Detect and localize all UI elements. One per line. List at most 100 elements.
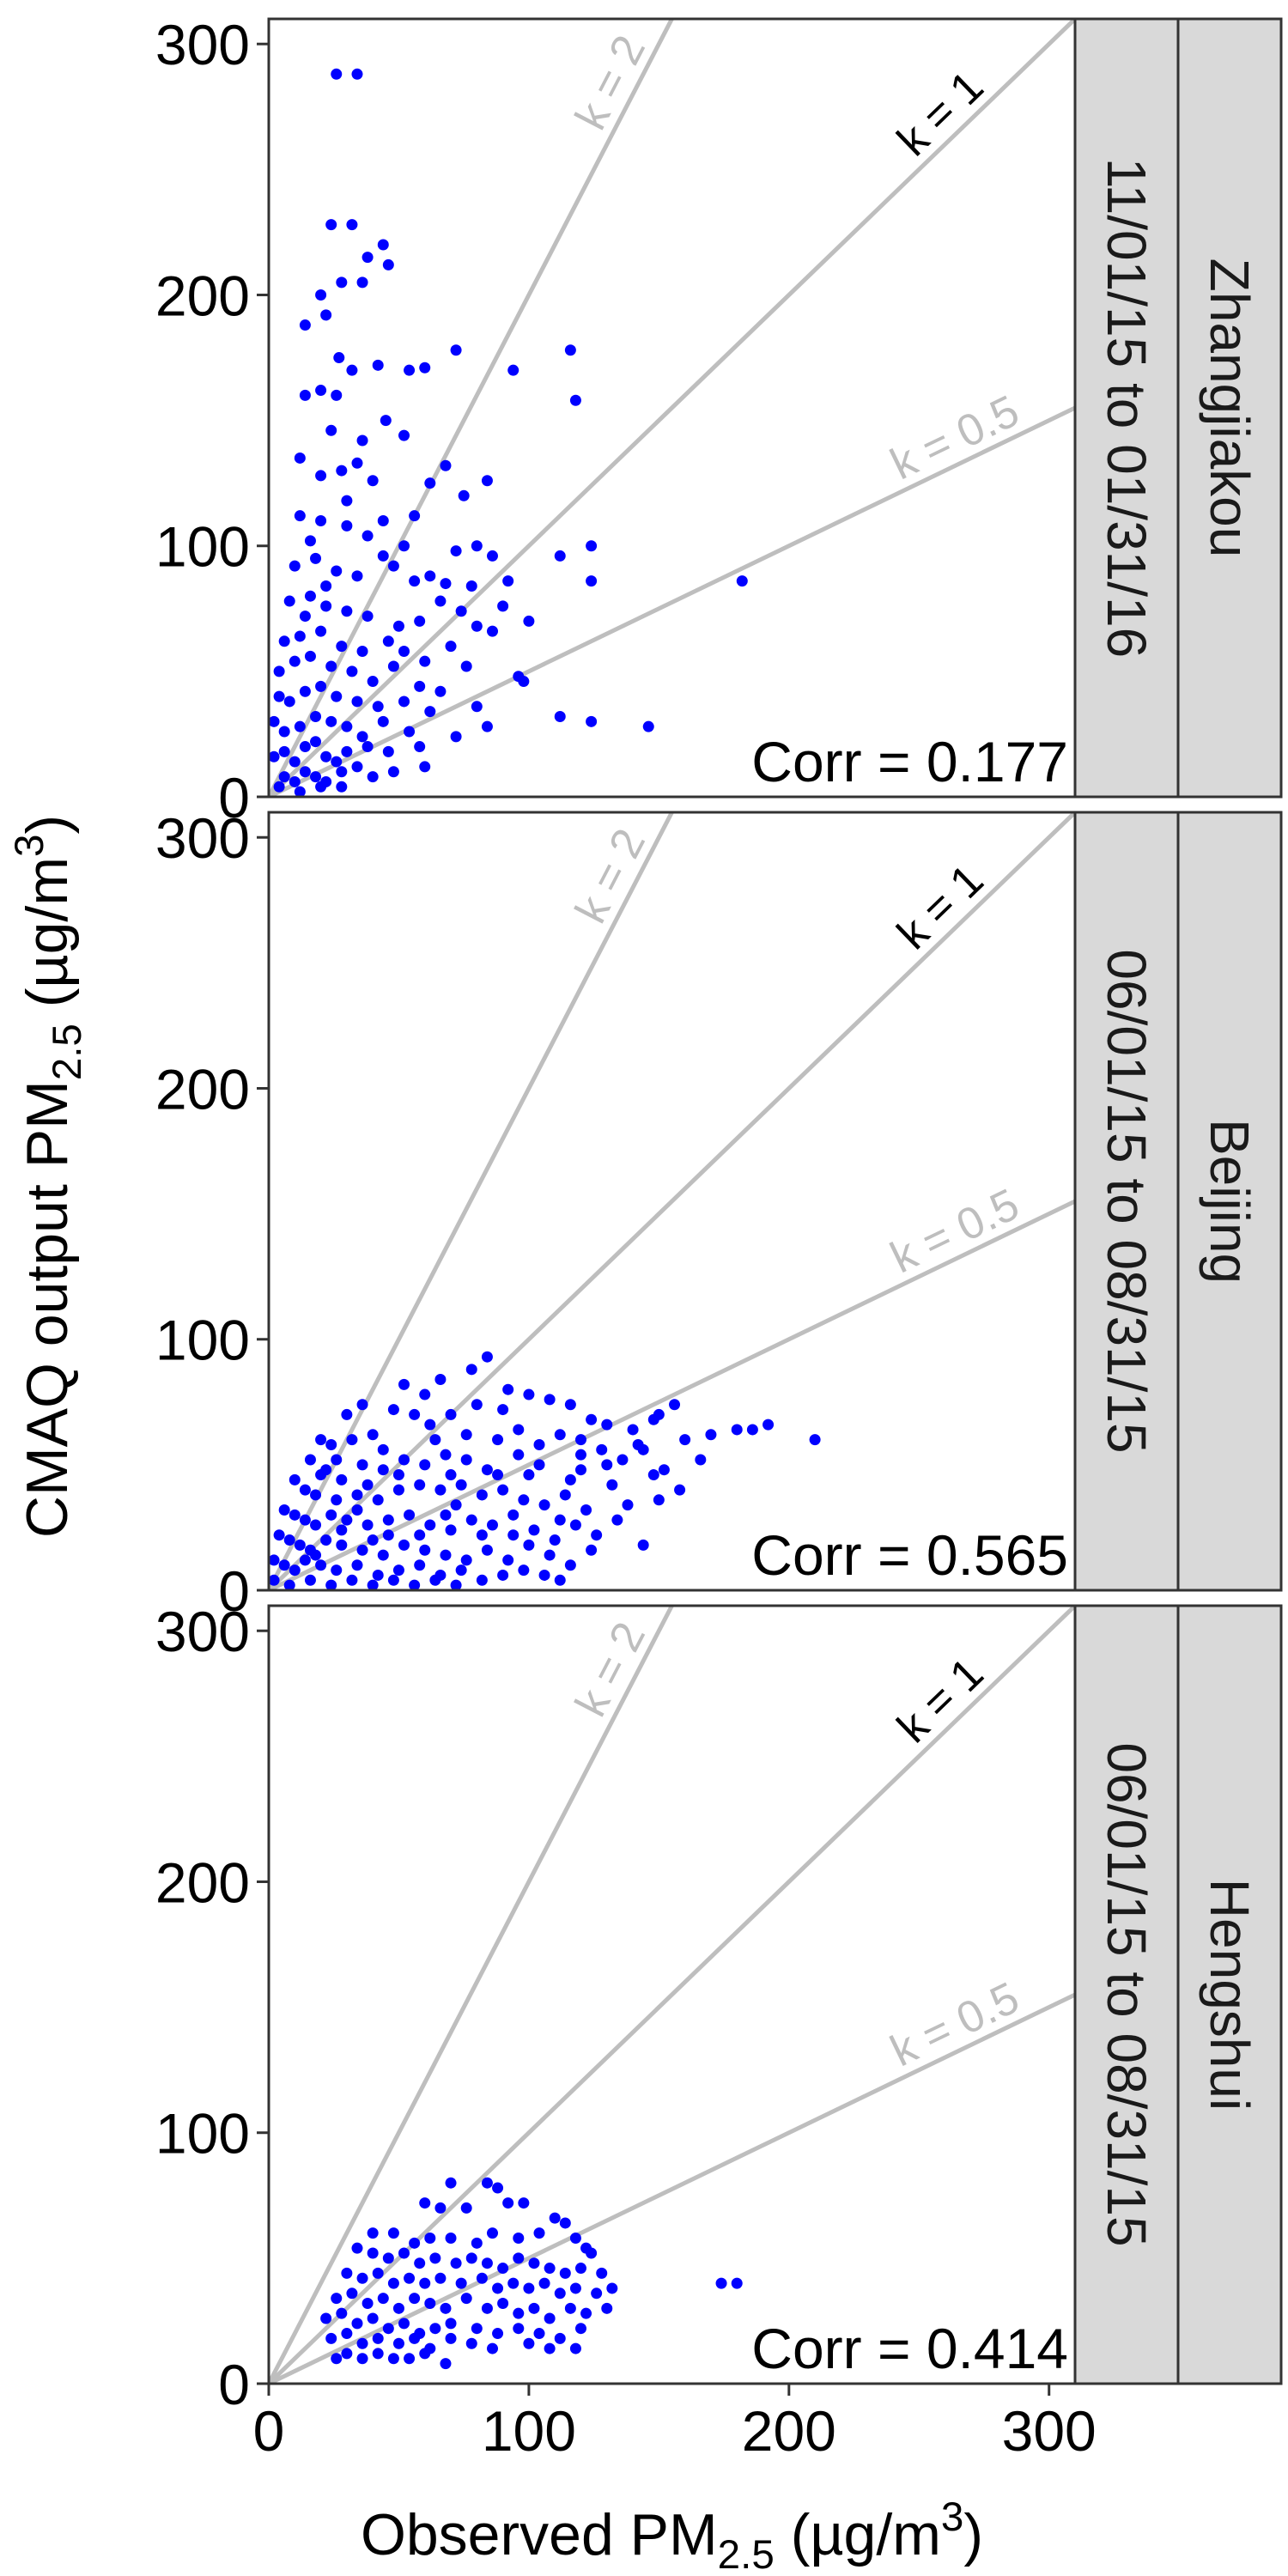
data-point	[502, 1554, 514, 1566]
data-point	[419, 761, 431, 773]
data-point	[424, 1519, 436, 1531]
data-point	[356, 2337, 368, 2349]
data-point	[351, 457, 363, 469]
y-tick-label: 300	[155, 1600, 250, 1663]
data-point	[533, 2227, 545, 2239]
data-point	[538, 2277, 550, 2289]
data-point	[538, 1569, 550, 1581]
data-point	[392, 1484, 404, 1496]
y-axis-label: CMAQ output PM2.5 (µg/m3)	[7, 815, 90, 1538]
data-point	[361, 530, 374, 542]
data-point	[481, 720, 493, 732]
data-point	[518, 676, 530, 688]
data-point	[419, 2197, 431, 2209]
data-point	[434, 1484, 447, 1496]
data-point	[331, 565, 343, 577]
data-point	[269, 750, 280, 762]
data-point	[409, 2237, 421, 2249]
data-point	[419, 2277, 431, 2289]
data-point	[574, 2263, 586, 2275]
data-point	[414, 1529, 426, 1541]
data-point	[398, 2247, 410, 2259]
data-point	[523, 2282, 535, 2294]
data-point	[486, 625, 498, 637]
data-point	[476, 1574, 488, 1586]
data-point	[450, 545, 462, 557]
data-point	[653, 1494, 665, 1506]
data-point	[554, 1514, 566, 1526]
data-point	[392, 620, 404, 632]
data-point	[574, 2323, 586, 2335]
data-point	[544, 2312, 556, 2324]
data-point	[486, 1519, 498, 1531]
data-point	[502, 2197, 514, 2209]
data-point	[450, 344, 462, 356]
data-point	[507, 1529, 519, 1541]
data-point	[361, 741, 374, 753]
data-point	[731, 2277, 743, 2289]
data-point	[299, 611, 311, 623]
data-point	[382, 745, 394, 757]
data-point	[387, 1574, 399, 1586]
data-point	[564, 1473, 576, 1485]
data-point	[377, 715, 389, 727]
data-point	[523, 1388, 535, 1400]
data-point	[278, 1504, 290, 1516]
data-point	[336, 465, 348, 477]
data-point	[341, 2267, 353, 2279]
data-point	[398, 2318, 410, 2330]
y-tick-label: 100	[155, 515, 250, 579]
data-point	[382, 1514, 394, 1526]
data-point	[492, 1469, 504, 1481]
data-point	[351, 1489, 363, 1501]
data-point	[419, 1459, 431, 1471]
data-point	[518, 1494, 530, 1506]
data-point	[325, 715, 337, 727]
data-point	[294, 630, 306, 642]
strip-city	[1176, 17, 1283, 799]
data-point	[414, 615, 426, 627]
data-point	[523, 2337, 535, 2349]
y-tick-label: 200	[155, 1057, 250, 1121]
data-point	[507, 1509, 519, 1521]
data-point	[481, 2257, 493, 2269]
data-point	[269, 1554, 280, 1566]
data-point	[331, 1564, 343, 1577]
data-point	[424, 1419, 436, 1431]
data-point	[647, 1469, 659, 1481]
data-point	[341, 2328, 353, 2340]
y-tick-label: 300	[155, 13, 250, 76]
data-point	[497, 2297, 509, 2309]
data-point	[310, 771, 322, 783]
data-point	[351, 2242, 363, 2254]
data-point	[476, 2272, 488, 2284]
data-point	[404, 364, 416, 376]
data-point	[564, 2302, 576, 2314]
data-point	[445, 1408, 457, 1420]
data-point	[497, 600, 509, 612]
data-point	[513, 1449, 525, 1461]
data-point	[419, 2348, 431, 2360]
data-point	[336, 1473, 348, 1485]
y-tick-label: 200	[155, 264, 250, 327]
data-point	[315, 470, 327, 482]
data-point	[346, 364, 358, 376]
data-point	[705, 1429, 717, 1441]
data-point	[361, 252, 374, 264]
data-point	[351, 570, 363, 582]
data-point	[341, 605, 353, 617]
data-point	[554, 1429, 566, 1441]
data-point	[513, 1424, 525, 1436]
data-point	[458, 489, 470, 501]
data-point	[440, 1509, 452, 1521]
data-point	[289, 560, 301, 572]
strip-period	[1073, 17, 1180, 799]
data-point	[341, 495, 353, 507]
data-point	[596, 2267, 608, 2279]
data-point	[450, 731, 462, 743]
data-point	[419, 1544, 431, 1556]
data-point	[372, 1494, 384, 1506]
data-point	[299, 389, 311, 401]
data-point	[569, 2282, 581, 2294]
